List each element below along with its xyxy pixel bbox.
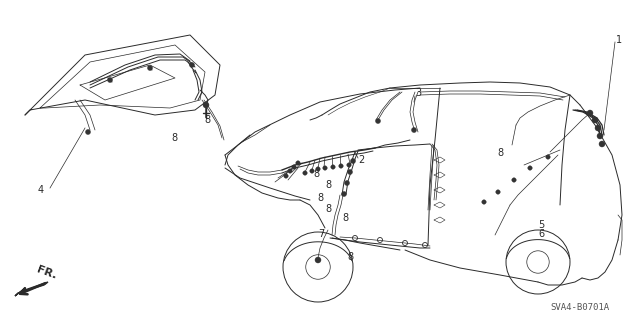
Circle shape — [412, 128, 417, 132]
Circle shape — [203, 102, 209, 108]
Circle shape — [347, 163, 351, 167]
Circle shape — [108, 78, 113, 83]
Text: 8: 8 — [497, 148, 503, 158]
Circle shape — [316, 167, 320, 171]
Text: 7: 7 — [318, 229, 324, 239]
Circle shape — [546, 155, 550, 159]
Circle shape — [597, 133, 603, 139]
Text: 4: 4 — [38, 185, 44, 195]
Circle shape — [348, 169, 353, 174]
Circle shape — [496, 190, 500, 194]
Text: 8: 8 — [204, 115, 210, 125]
Circle shape — [331, 165, 335, 169]
Circle shape — [351, 159, 355, 164]
Circle shape — [587, 110, 593, 116]
Circle shape — [296, 161, 300, 165]
Text: 5: 5 — [538, 220, 544, 230]
Circle shape — [528, 166, 532, 170]
Text: 8: 8 — [342, 213, 348, 223]
Circle shape — [512, 178, 516, 182]
Circle shape — [86, 130, 90, 135]
Text: 3: 3 — [415, 88, 421, 98]
Circle shape — [592, 117, 598, 123]
Text: 1: 1 — [616, 35, 622, 45]
Circle shape — [315, 257, 321, 263]
Polygon shape — [15, 282, 48, 296]
Circle shape — [482, 200, 486, 204]
Text: 6: 6 — [538, 229, 544, 239]
Text: 8: 8 — [347, 252, 353, 262]
Text: 8: 8 — [317, 193, 323, 203]
Circle shape — [323, 166, 327, 170]
Circle shape — [310, 169, 314, 173]
Text: 8: 8 — [171, 133, 177, 143]
Circle shape — [292, 165, 296, 169]
Circle shape — [189, 63, 195, 68]
Circle shape — [303, 171, 307, 175]
Circle shape — [344, 181, 349, 186]
Circle shape — [284, 174, 288, 178]
Circle shape — [376, 118, 381, 123]
Text: 2: 2 — [358, 155, 364, 165]
Text: FR.: FR. — [35, 264, 58, 281]
Text: 8: 8 — [325, 180, 331, 190]
Circle shape — [147, 65, 152, 70]
Circle shape — [595, 125, 601, 131]
Circle shape — [288, 169, 292, 173]
Circle shape — [342, 191, 346, 197]
Circle shape — [339, 164, 343, 168]
Text: 8: 8 — [313, 169, 319, 179]
Circle shape — [599, 141, 605, 147]
Text: SVA4-B0701A: SVA4-B0701A — [550, 303, 609, 313]
Text: 8: 8 — [325, 204, 331, 214]
